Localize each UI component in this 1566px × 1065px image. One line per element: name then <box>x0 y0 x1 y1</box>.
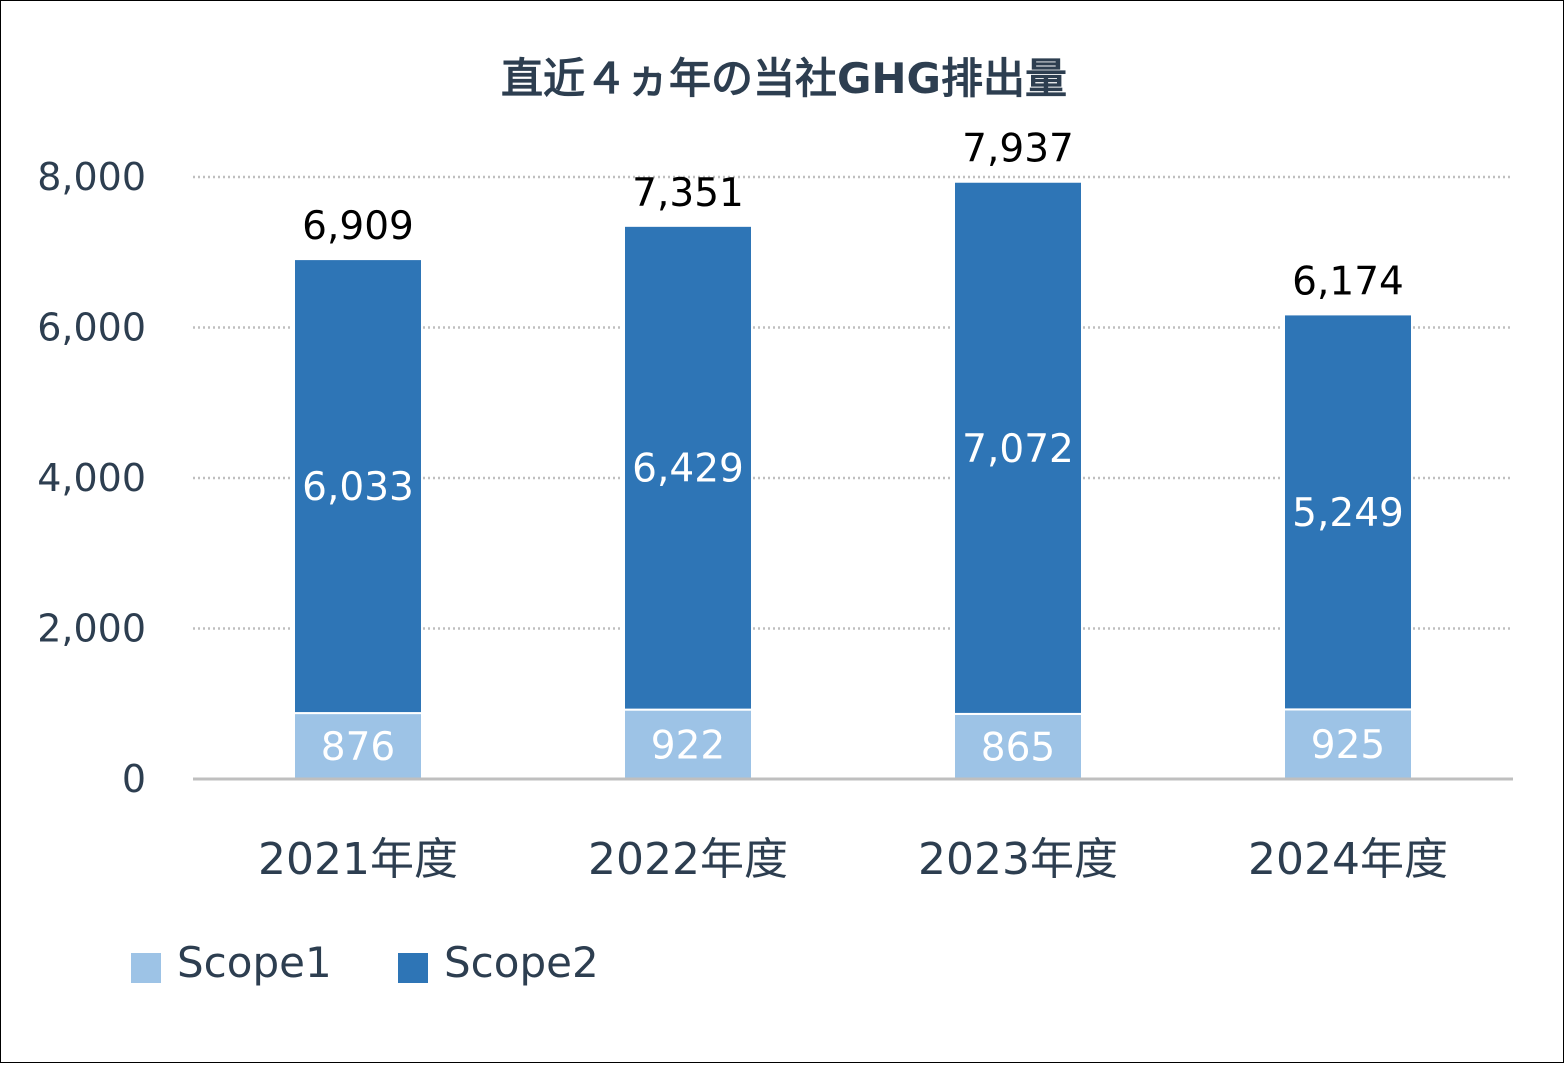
y-axis: 0 2,000 4,000 6,000 8,000 <box>37 155 146 801</box>
legend-label-scope1: Scope1 <box>177 938 332 987</box>
legend-label-scope2: Scope2 <box>444 938 599 987</box>
data-label-scope1: 925 <box>1311 723 1385 768</box>
y-tick-label: 8,000 <box>37 155 146 199</box>
data-label-scope2: 6,033 <box>302 465 414 510</box>
x-axis: 2021年度 2022年度 2023年度 2024年度 <box>193 777 1513 885</box>
data-label-scope2: 6,429 <box>632 447 744 492</box>
y-tick-label: 6,000 <box>37 306 146 350</box>
y-tick-label: 2,000 <box>37 607 146 651</box>
total-label: 7,937 <box>962 127 1074 172</box>
bar-segment-scope2 <box>953 180 1083 715</box>
x-tick-label: 2023年度 <box>918 834 1118 885</box>
data-label-scope2: 7,072 <box>962 427 1074 472</box>
data-label-scope1: 922 <box>651 723 725 768</box>
bar-segment-scope2 <box>1283 313 1413 711</box>
legend-swatch-scope2 <box>398 953 428 983</box>
x-tick-label: 2024年度 <box>1248 834 1448 885</box>
y-tick-label: 0 <box>122 757 146 801</box>
bar-segment-scope1 <box>953 712 1083 780</box>
bars: 876 6,033 6,909 922 6,429 7,351 865 7,072 7,937 9… <box>293 127 1413 781</box>
total-label: 6,174 <box>1292 259 1404 304</box>
data-label-scope1: 865 <box>981 725 1055 770</box>
legend: Scope1 Scope2 <box>131 938 599 987</box>
bar-segment-scope2 <box>623 224 753 711</box>
y-tick-label: 4,000 <box>37 456 146 500</box>
bar-segment-scope1 <box>293 712 423 780</box>
total-label: 6,909 <box>302 204 414 249</box>
bar-segment-scope1 <box>1283 708 1413 780</box>
data-label-scope2: 5,249 <box>1292 491 1404 536</box>
legend-swatch-scope1 <box>131 953 161 983</box>
total-label: 7,351 <box>632 171 744 216</box>
chart-title: 直近４ヵ年の当社GHG排出量 <box>501 54 1067 103</box>
data-label-scope1: 876 <box>321 725 395 770</box>
bar-segment-scope2 <box>293 258 423 715</box>
x-tick-label: 2022年度 <box>588 834 788 885</box>
x-tick-label: 2021年度 <box>258 834 458 885</box>
